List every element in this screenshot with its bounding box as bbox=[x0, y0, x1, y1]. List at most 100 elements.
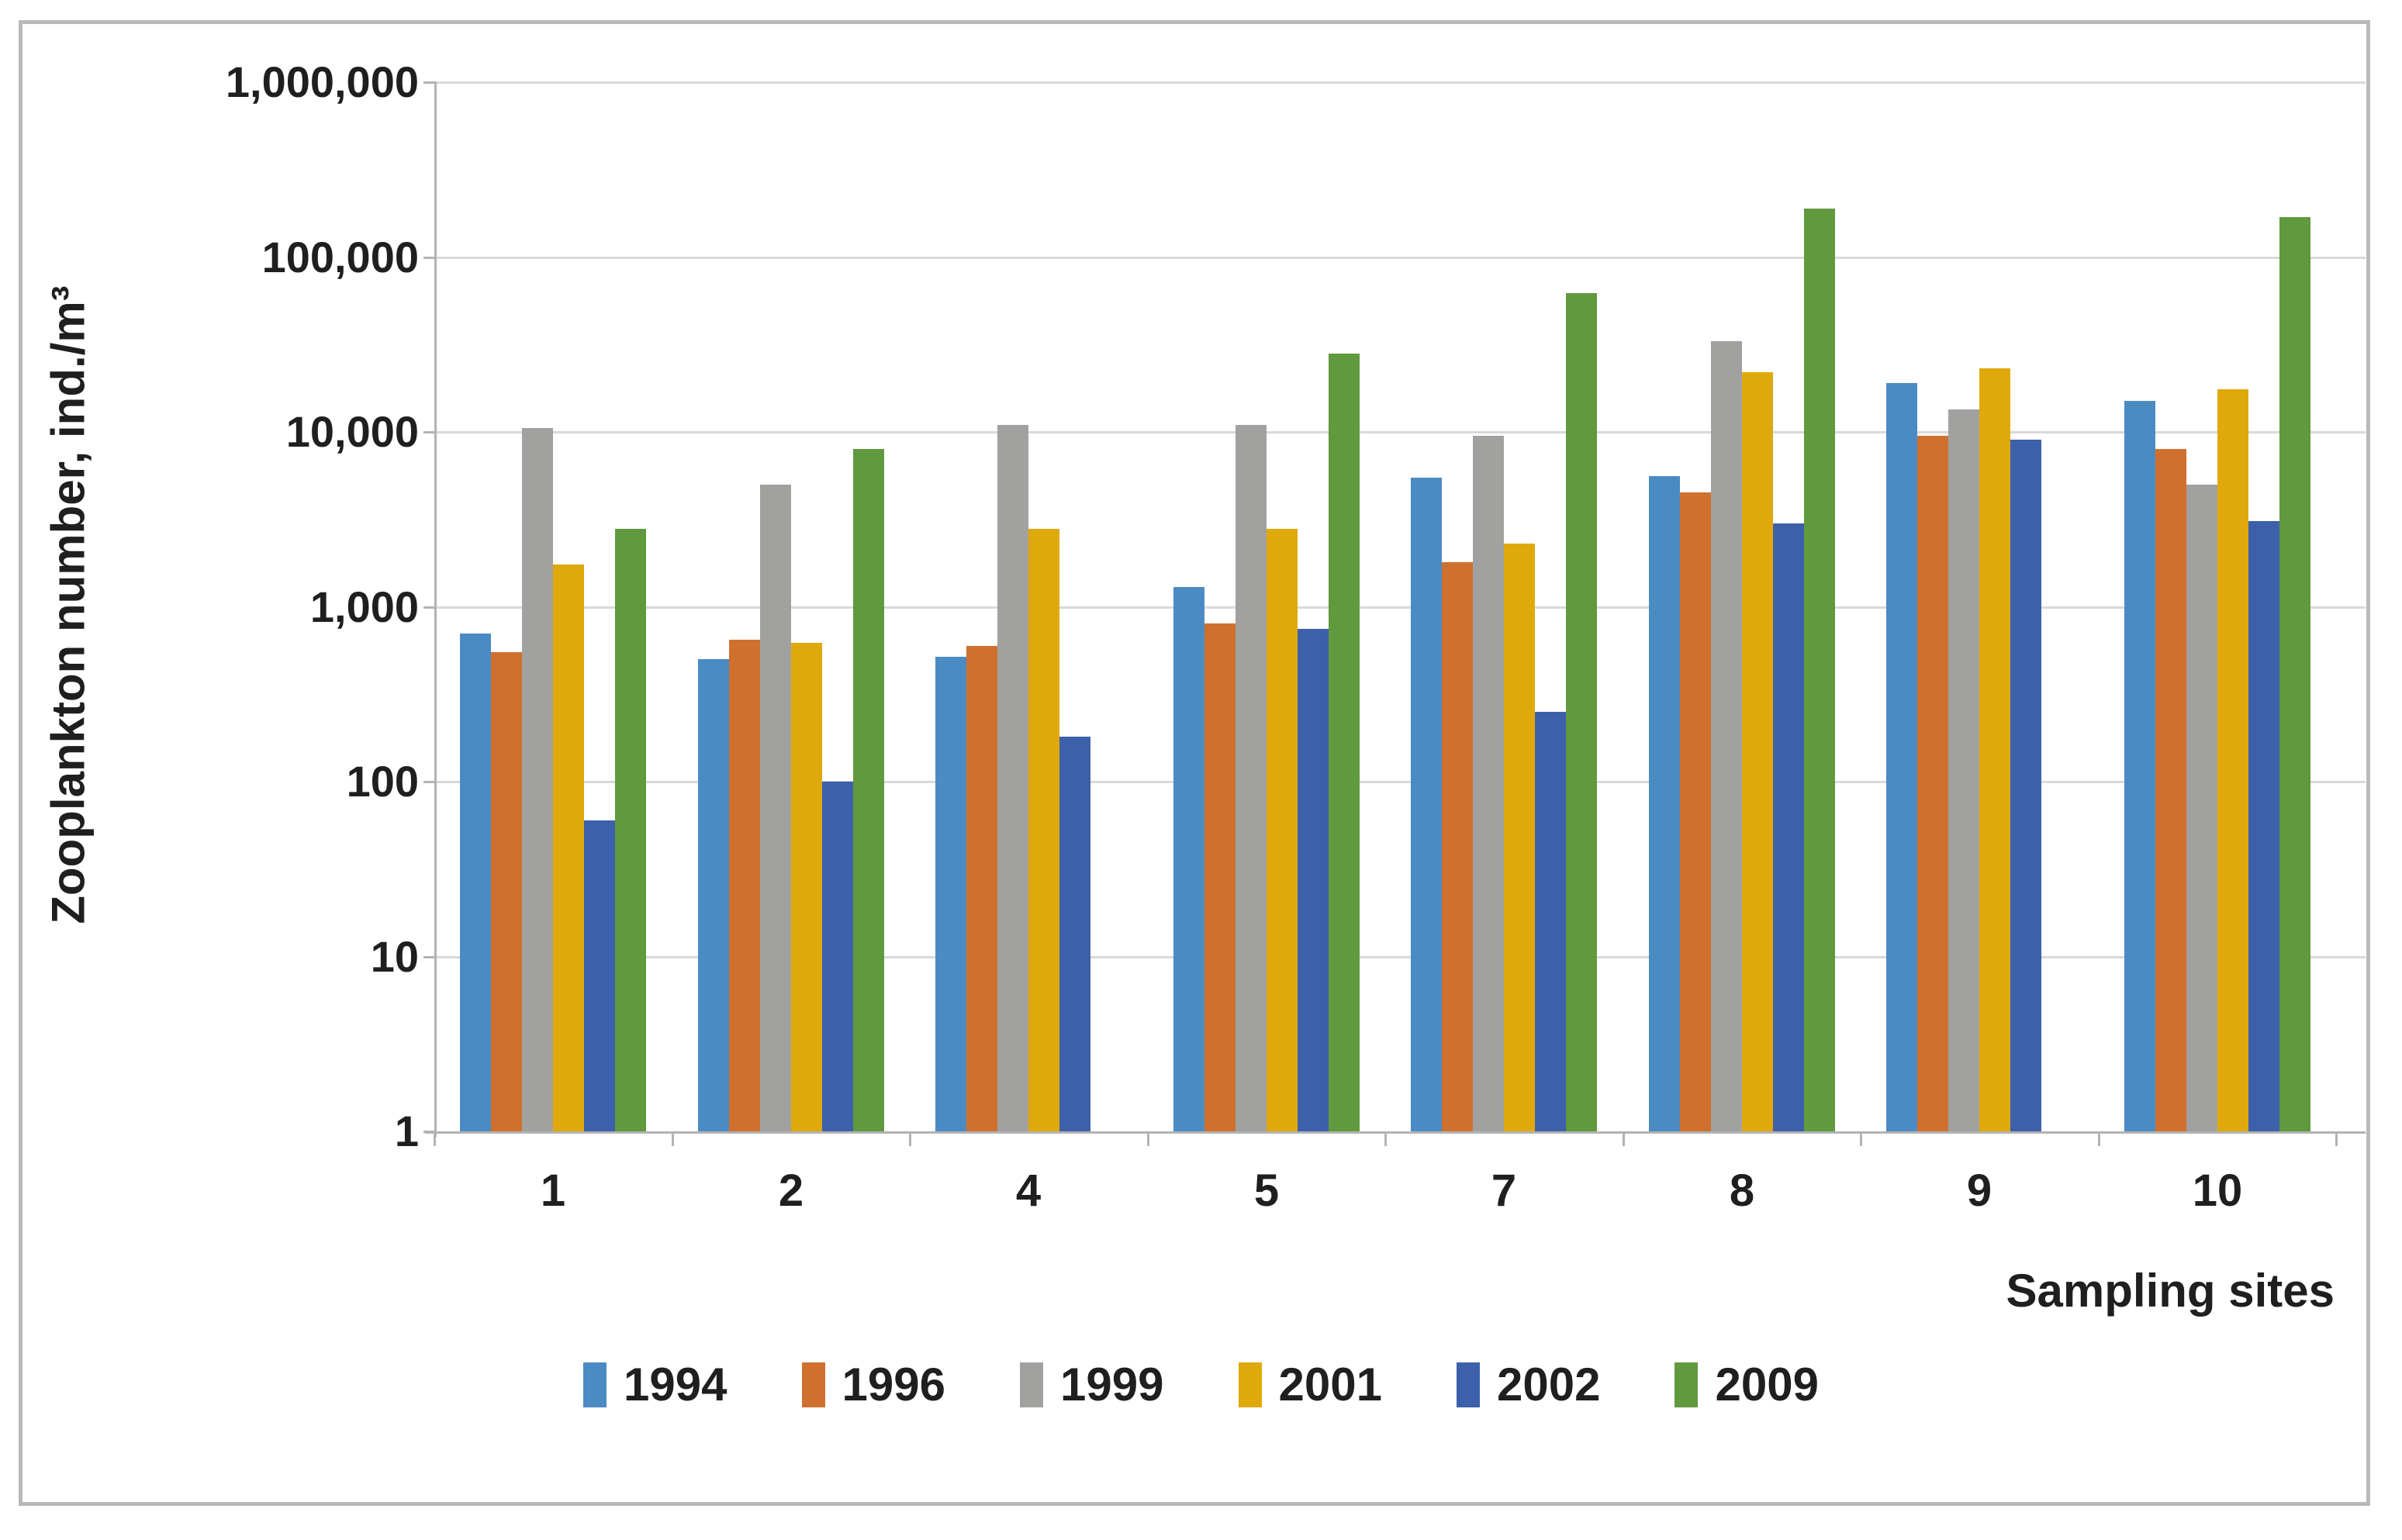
bar-2001-site-4 bbox=[1028, 529, 1059, 1131]
bar-group-site-7 bbox=[1385, 82, 1623, 1131]
gridline-100000 bbox=[434, 257, 2366, 259]
bar-1994-site-5 bbox=[1173, 587, 1204, 1131]
bar-2009-site-7 bbox=[1566, 293, 1597, 1131]
y-tick-label-100: 100 bbox=[346, 757, 419, 806]
bar-2002-site-10 bbox=[2248, 521, 2279, 1131]
x-tick-label-site-5: 5 bbox=[1253, 1165, 1280, 1216]
bar-1999-site-4 bbox=[997, 425, 1028, 1131]
bar-2002-site-8 bbox=[1772, 523, 1804, 1131]
gridline-1000 bbox=[434, 606, 2366, 609]
x-tick-mark-4 bbox=[1384, 1134, 1387, 1146]
legend-item-2009: 2009 bbox=[1674, 1362, 1819, 1408]
x-tick-label-site-8: 8 bbox=[1729, 1165, 1755, 1216]
bar-2001-site-10 bbox=[2217, 389, 2248, 1131]
bar-1999-site-7 bbox=[1473, 436, 1504, 1131]
x-tick-mark-6 bbox=[1860, 1134, 1862, 1146]
x-tick-mark-2 bbox=[909, 1134, 911, 1146]
x-tick-mark-8 bbox=[2335, 1134, 2338, 1146]
x-tick-label-site-9: 9 bbox=[1966, 1165, 1992, 1216]
legend-label-1994: 1994 bbox=[624, 1359, 728, 1411]
bar-1994-site-10 bbox=[2124, 401, 2155, 1131]
bar-2001-site-2 bbox=[790, 643, 822, 1131]
y-tick-label-10: 10 bbox=[370, 932, 419, 981]
legend-item-2002: 2002 bbox=[1456, 1359, 1601, 1411]
y-tick-mark-1000 bbox=[423, 606, 436, 609]
legend-swatch-icon-1999 bbox=[1020, 1362, 1044, 1407]
y-tick-mark-100 bbox=[423, 781, 436, 783]
bar-2009-site-10 bbox=[2279, 217, 2310, 1131]
bar-2001-site-1 bbox=[553, 565, 584, 1131]
bar-1994-site-9 bbox=[1886, 383, 1917, 1131]
bar-2001-site-8 bbox=[1741, 372, 1773, 1131]
bar-1999-site-2 bbox=[759, 485, 791, 1131]
x-tick-label-site-4: 4 bbox=[1015, 1165, 1042, 1216]
bar-2009-site-2 bbox=[852, 449, 884, 1131]
bar-1996-site-4 bbox=[966, 646, 997, 1131]
gridline-10 bbox=[434, 956, 2366, 958]
y-tick-mark-10 bbox=[423, 956, 436, 958]
bar-1999-site-1 bbox=[522, 428, 553, 1131]
bar-group-site-9 bbox=[1861, 82, 2099, 1131]
bar-2002-site-2 bbox=[821, 782, 853, 1131]
bar-1999-site-10 bbox=[2186, 485, 2217, 1131]
x-tick-label-site-2: 2 bbox=[778, 1165, 804, 1216]
bar-group-site-4 bbox=[910, 82, 1148, 1131]
gridline-layer bbox=[434, 81, 2366, 1131]
x-axis-title: Sampling sites bbox=[2006, 1265, 2335, 1317]
bar-group-site-5 bbox=[1148, 82, 1386, 1131]
legend-swatch-icon-2009 bbox=[1674, 1362, 1699, 1407]
legend: 1994 1996 1999 2001 2002 2009 bbox=[0, 1362, 2402, 1408]
bar-1996-site-10 bbox=[2155, 449, 2186, 1131]
bar-2002-site-9 bbox=[2010, 440, 2041, 1131]
bar-1996-site-7 bbox=[1442, 562, 1473, 1131]
y-tick-label-1: 1 bbox=[394, 1107, 419, 1155]
bar-1996-site-2 bbox=[728, 640, 760, 1131]
bar-1996-site-9 bbox=[1917, 436, 1948, 1131]
y-axis-title: Zooplankton number, ind./m³ bbox=[42, 285, 95, 924]
bar-1996-site-5 bbox=[1204, 623, 1236, 1131]
bar-1994-site-1 bbox=[460, 634, 491, 1131]
legend-item-1996: 1996 bbox=[801, 1359, 946, 1411]
legend-swatch-icon-1994 bbox=[583, 1362, 607, 1407]
legend-item-2001: 2001 bbox=[1238, 1362, 1382, 1408]
legend-label-1999: 1999 bbox=[1060, 1359, 1164, 1411]
bar-1996-site-1 bbox=[491, 652, 522, 1131]
bar-1999-site-5 bbox=[1235, 425, 1267, 1131]
bar-2009-site-1 bbox=[615, 529, 646, 1131]
y-tick-label-100000: 100,000 bbox=[261, 233, 419, 281]
y-tick-label-1000000: 1,000,000 bbox=[225, 57, 419, 106]
y-tick-label-10000: 10,000 bbox=[285, 407, 419, 456]
bar-2002-site-4 bbox=[1059, 737, 1090, 1131]
x-axis-line bbox=[425, 1131, 2366, 1134]
bar-2001-site-5 bbox=[1266, 529, 1298, 1131]
x-tick-mark-0 bbox=[434, 1134, 436, 1146]
x-tick-mark-1 bbox=[672, 1134, 674, 1146]
bar-1994-site-2 bbox=[697, 659, 729, 1131]
bar-2002-site-7 bbox=[1535, 712, 1566, 1131]
gridline-10000 bbox=[434, 431, 2366, 433]
bar-group-site-10 bbox=[2099, 82, 2337, 1131]
legend-swatch-icon-1996 bbox=[801, 1362, 825, 1407]
bar-1994-site-8 bbox=[1648, 476, 1680, 1131]
bar-1994-site-7 bbox=[1411, 478, 1442, 1131]
bar-group-site-2 bbox=[672, 82, 911, 1131]
x-tick-mark-7 bbox=[2098, 1134, 2100, 1146]
y-tick-mark-100000 bbox=[423, 257, 436, 259]
y-tick-mark-1 bbox=[423, 1131, 436, 1133]
plot-area bbox=[434, 82, 2336, 1131]
legend-swatch-icon-2001 bbox=[1238, 1362, 1262, 1407]
legend-item-1994: 1994 bbox=[583, 1359, 728, 1411]
legend-label-2002: 2002 bbox=[1496, 1359, 1601, 1411]
bar-1999-site-9 bbox=[1948, 409, 1979, 1131]
bar-2009-site-5 bbox=[1328, 354, 1360, 1131]
gridline-100 bbox=[434, 781, 2366, 783]
legend-label-1996: 1996 bbox=[842, 1359, 946, 1411]
x-tick-label-site-1: 1 bbox=[540, 1165, 566, 1216]
bar-1996-site-8 bbox=[1679, 492, 1711, 1131]
x-tick-label-site-7: 7 bbox=[1491, 1165, 1517, 1216]
x-tick-label-site-10: 10 bbox=[2192, 1165, 2243, 1216]
bar-group-site-1 bbox=[434, 82, 672, 1131]
bar-2002-site-1 bbox=[584, 820, 615, 1131]
gridline-1000000 bbox=[434, 81, 2366, 84]
